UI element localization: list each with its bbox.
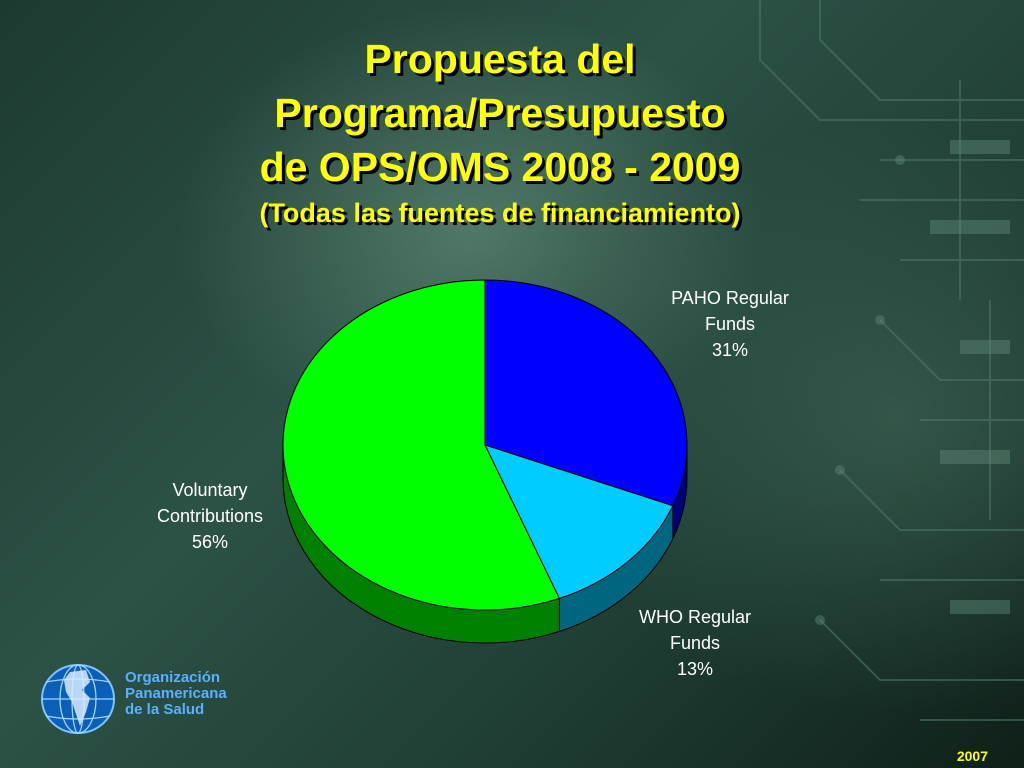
label-who-regular-funds: WHO Regular Funds 13% xyxy=(605,604,785,682)
logo-line-1: Organización xyxy=(125,669,221,686)
label-paho-pct: 31% xyxy=(711,340,749,360)
label-voluntary-contributions: Voluntary Contributions 56% xyxy=(120,477,300,555)
title-line-3: de OPS/OMS 2008 - 2009 xyxy=(259,144,741,190)
pie-slice-2 xyxy=(282,279,561,611)
footer-year: 2007 xyxy=(956,748,988,764)
label-voluntary-name-2: Contributions xyxy=(156,506,264,526)
pie-slice-0 xyxy=(484,279,688,507)
subtitle: (Todas las fuentes de financiamiento) xyxy=(259,198,741,228)
title-line-2: Programa/Presupuesto xyxy=(274,90,726,136)
label-who-name-1: WHO Regular xyxy=(638,607,752,627)
label-voluntary-name-1: Voluntary xyxy=(172,480,248,500)
label-paho-name-1: PAHO Regular xyxy=(671,288,789,308)
label-paho-regular-funds: PAHO Regular Funds 31% xyxy=(640,285,820,363)
logo-line-2: Panamericana xyxy=(125,685,227,702)
title-line-1: Propuesta del xyxy=(364,36,636,82)
label-who-name-2: Funds xyxy=(669,633,721,653)
label-voluntary-pct: 56% xyxy=(191,532,229,552)
logo-line-3: de la Salud xyxy=(125,701,205,718)
pie-slice-1 xyxy=(484,444,674,600)
logo-text: Organización Panamericana de la Salud xyxy=(125,670,227,718)
label-who-pct: 13% xyxy=(676,659,714,679)
label-paho-name-2: Funds xyxy=(704,314,756,334)
globe-icon xyxy=(41,664,115,734)
